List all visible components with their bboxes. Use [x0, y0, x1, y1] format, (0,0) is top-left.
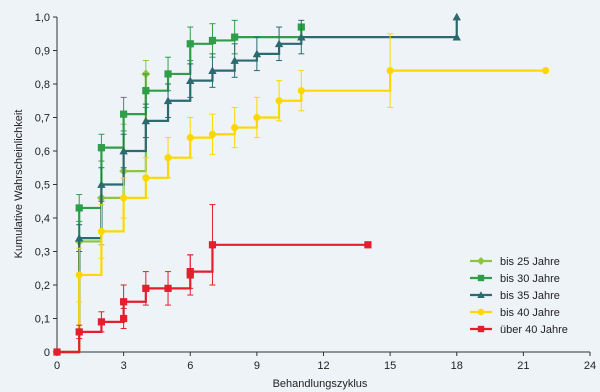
data-point [163, 96, 173, 105]
data-point [120, 298, 128, 306]
data-point [120, 194, 128, 202]
data-point [253, 113, 261, 122]
series-2 [57, 12, 461, 354]
data-point [252, 49, 262, 58]
data-point [53, 348, 61, 356]
data-point [120, 314, 128, 323]
x-tick-label: 15 [384, 360, 396, 372]
x-tick-label: 3 [121, 360, 127, 372]
data-point [208, 130, 217, 138]
data-point [208, 36, 217, 45]
data-point [364, 241, 372, 249]
x-tick-label: 9 [254, 360, 260, 372]
x-tick-label: 24 [584, 360, 596, 372]
x-tick-label: 0 [54, 360, 60, 372]
legend-marker [477, 291, 485, 299]
data-point [97, 227, 106, 235]
x-tick-label: 18 [451, 360, 463, 372]
y-tick-label: 0,3 [35, 247, 50, 259]
data-point [75, 328, 83, 336]
data-point [97, 318, 106, 326]
data-point [142, 174, 150, 182]
y-tick-label: 0,2 [35, 280, 50, 292]
legend-label: über 40 Jahre [500, 324, 568, 336]
data-point [141, 116, 151, 125]
legend-item: bis 25 Jahre [470, 256, 560, 268]
data-point [97, 144, 106, 152]
legend-item: bis 30 Jahre [470, 273, 560, 285]
legend-item: bis 35 Jahre [470, 290, 560, 302]
data-point [386, 67, 394, 75]
data-point [274, 39, 284, 48]
data-point [297, 32, 306, 41]
series-line [57, 69, 546, 354]
data-point [452, 32, 461, 41]
data-point [164, 284, 172, 292]
series-0 [57, 60, 151, 354]
data-point [231, 33, 239, 41]
y-axis-title: Kumulative Wahrscheinlichkeit [13, 110, 25, 259]
y-tick-label: 0,8 [35, 79, 50, 91]
y-tick-label: 0,4 [35, 213, 50, 225]
legend-marker [477, 325, 485, 333]
data-point [186, 76, 195, 85]
data-point [120, 110, 128, 118]
data-point [186, 268, 194, 276]
y-tick-label: 0,1 [35, 314, 50, 326]
data-point [164, 154, 172, 162]
legend-item: bis 40 Jahre [470, 307, 560, 319]
data-point [75, 204, 83, 212]
legend-label: bis 30 Jahre [500, 273, 560, 285]
legend-item: über 40 Jahre [470, 324, 568, 336]
data-point [75, 271, 83, 279]
x-tick-label: 12 [317, 360, 329, 372]
data-point [231, 123, 239, 132]
series-line [57, 27, 303, 354]
data-point [297, 87, 305, 95]
x-tick-label: 21 [517, 360, 529, 372]
data-point [275, 97, 283, 105]
y-tick-label: 0,6 [35, 146, 50, 158]
y-tick-label: 0,9 [35, 46, 50, 58]
data-point [208, 66, 217, 74]
series-4 [53, 204, 372, 356]
legend-marker [477, 257, 485, 265]
data-point [97, 180, 106, 188]
legend-label: bis 40 Jahre [500, 307, 560, 319]
y-tick-label: 0,5 [35, 180, 50, 192]
data-point [142, 87, 150, 95]
chart-legend: bis 25 Jahre bis 30 Jahre bis 35 Jahre bis … [470, 256, 568, 336]
y-tick-label: 0 [44, 347, 50, 359]
data-point [230, 56, 239, 64]
data-point [75, 233, 84, 242]
x-axis-title: Behandlungszyklus [273, 378, 368, 390]
data-point [208, 241, 217, 249]
plot-area: 0 0,1 0,2 0,3 0,4 0,5 0,6 0,7 0,8 0,9 1,0 0 3 6 9 12 15 1… [35, 12, 596, 372]
y-tick-label: 1,0 [35, 12, 50, 24]
legend-marker [477, 308, 485, 316]
data-point [186, 40, 194, 48]
legend-marker [477, 274, 485, 282]
data-point [186, 134, 194, 142]
series-1 [57, 19, 305, 354]
legend-label: bis 25 Jahre [500, 256, 560, 268]
legend-label: bis 35 Jahre [500, 290, 560, 302]
series-3 [57, 33, 550, 354]
x-tick-label: 6 [187, 360, 193, 372]
data-point [541, 67, 550, 75]
data-point [119, 146, 128, 155]
data-point [452, 12, 461, 21]
data-point [142, 284, 150, 292]
y-tick-label: 0,7 [35, 113, 50, 125]
data-point [164, 70, 172, 78]
